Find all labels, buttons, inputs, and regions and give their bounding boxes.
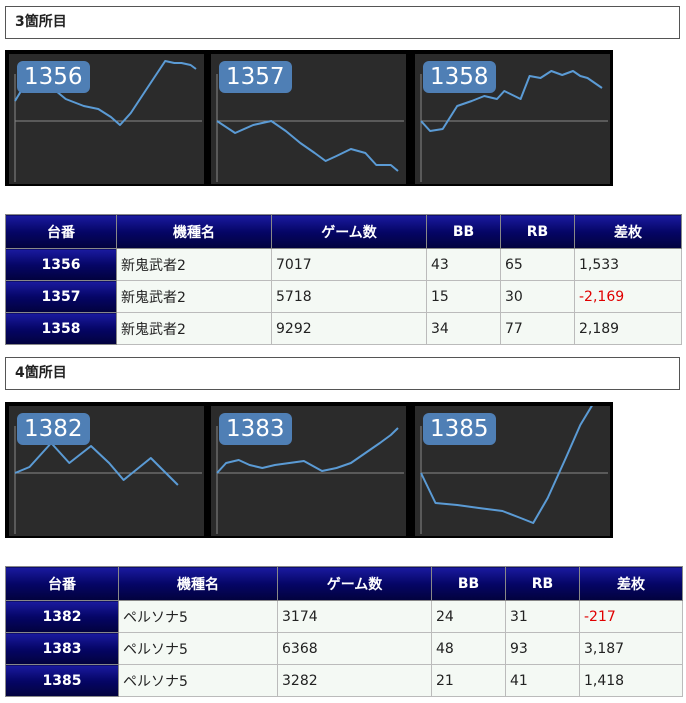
machine-no-cell: 1385 bbox=[5, 664, 119, 697]
model-cell: 新鬼武者2 bbox=[116, 248, 272, 281]
col-header-games: ゲーム数 bbox=[277, 566, 432, 601]
slump-graph bbox=[216, 426, 404, 534]
model-cell: ペルソナ5 bbox=[118, 664, 278, 697]
model-cell: ペルソナ5 bbox=[118, 600, 278, 633]
section-title-3: 3箇所目 bbox=[5, 6, 680, 39]
table-row: 1385 ペルソナ5 3282 21 41 1,418 bbox=[5, 664, 683, 697]
machine-no-cell: 1356 bbox=[5, 248, 117, 281]
table-row: 1356 新鬼武者2 7017 43 65 1,533 bbox=[5, 248, 682, 281]
slot-chart-1382[interactable]: 1382 bbox=[9, 406, 204, 536]
series-line bbox=[420, 70, 603, 132]
series-line bbox=[216, 427, 399, 474]
series-line bbox=[216, 120, 399, 172]
model-cell: ペルソナ5 bbox=[118, 632, 278, 665]
machine-number-badge: 1358 bbox=[423, 61, 496, 93]
games-cell: 9292 bbox=[271, 312, 427, 345]
bb-cell: 24 bbox=[431, 600, 506, 633]
machine-number-badge: 1383 bbox=[219, 413, 292, 445]
table-row: 1357 新鬼武者2 5718 15 30 -2,169 bbox=[5, 280, 682, 313]
model-cell: 新鬼武者2 bbox=[116, 312, 272, 345]
bb-cell: 21 bbox=[431, 664, 506, 697]
section-title-4: 4箇所目 bbox=[5, 357, 680, 390]
chart-strip-3: 1356 1357 1358 bbox=[5, 50, 613, 186]
slot-chart-1357[interactable]: 1357 bbox=[211, 54, 406, 184]
col-header-bb: BB bbox=[431, 566, 506, 601]
games-cell: 3282 bbox=[277, 664, 432, 697]
slot-chart-1385[interactable]: 1385 bbox=[415, 406, 610, 536]
rb-cell: 41 bbox=[505, 664, 580, 697]
bb-cell: 43 bbox=[426, 248, 501, 281]
col-header-machine-no: 台番 bbox=[5, 214, 117, 249]
slump-graph bbox=[420, 70, 608, 182]
games-cell: 6368 bbox=[277, 632, 432, 665]
chart-strip-4: 1382 1383 1385 bbox=[5, 402, 613, 538]
model-cell: 新鬼武者2 bbox=[116, 280, 272, 313]
bb-cell: 15 bbox=[426, 280, 501, 313]
games-cell: 5718 bbox=[271, 280, 427, 313]
diff-cell: 2,189 bbox=[574, 312, 682, 345]
bb-cell: 34 bbox=[426, 312, 501, 345]
machine-no-cell: 1383 bbox=[5, 632, 119, 665]
games-cell: 7017 bbox=[271, 248, 427, 281]
col-header-rb: RB bbox=[505, 566, 580, 601]
table-header-row: 台番 機種名 ゲーム数 BB RB 差枚 bbox=[5, 214, 682, 249]
slump-graph bbox=[216, 74, 404, 182]
diff-cell: -217 bbox=[579, 600, 683, 633]
data-table-3: 台番 機種名 ゲーム数 BB RB 差枚 1356 新鬼武者2 7017 43 … bbox=[5, 214, 682, 345]
data-table-4: 台番 機種名 ゲーム数 BB RB 差枚 1382 ペルソナ5 3174 24 … bbox=[5, 566, 683, 697]
col-header-rb: RB bbox=[500, 214, 575, 249]
col-header-machine-no: 台番 bbox=[5, 566, 119, 601]
series-line bbox=[14, 442, 179, 486]
machine-no-cell: 1357 bbox=[5, 280, 117, 313]
machine-number-badge: 1382 bbox=[17, 413, 90, 445]
table-row: 1383 ペルソナ5 6368 48 93 3,187 bbox=[5, 632, 683, 665]
col-header-diff: 差枚 bbox=[574, 214, 682, 249]
machine-no-cell: 1358 bbox=[5, 312, 117, 345]
machine-number-badge: 1356 bbox=[17, 61, 90, 93]
slot-chart-1358[interactable]: 1358 bbox=[415, 54, 610, 184]
diff-cell: 1,418 bbox=[579, 664, 683, 697]
slump-graph bbox=[420, 406, 608, 534]
rb-cell: 77 bbox=[500, 312, 575, 345]
table-header-row: 台番 機種名 ゲーム数 BB RB 差枚 bbox=[5, 566, 683, 601]
series-line bbox=[420, 406, 593, 524]
slot-chart-1383[interactable]: 1383 bbox=[211, 406, 406, 536]
table-row: 1358 新鬼武者2 9292 34 77 2,189 bbox=[5, 312, 682, 345]
slump-graph bbox=[14, 426, 202, 534]
machine-number-badge: 1385 bbox=[423, 413, 496, 445]
col-header-bb: BB bbox=[426, 214, 501, 249]
rb-cell: 65 bbox=[500, 248, 575, 281]
rb-cell: 93 bbox=[505, 632, 580, 665]
machine-no-cell: 1382 bbox=[5, 600, 119, 633]
bb-cell: 48 bbox=[431, 632, 506, 665]
diff-cell: 3,187 bbox=[579, 632, 683, 665]
diff-cell: -2,169 bbox=[574, 280, 682, 313]
col-header-model: 機種名 bbox=[116, 214, 272, 249]
slot-chart-1356[interactable]: 1356 bbox=[9, 54, 204, 184]
diff-cell: 1,533 bbox=[574, 248, 682, 281]
col-header-games: ゲーム数 bbox=[271, 214, 427, 249]
col-header-model: 機種名 bbox=[118, 566, 278, 601]
games-cell: 3174 bbox=[277, 600, 432, 633]
col-header-diff: 差枚 bbox=[579, 566, 683, 601]
table-row: 1382 ペルソナ5 3174 24 31 -217 bbox=[5, 600, 683, 633]
rb-cell: 30 bbox=[500, 280, 575, 313]
rb-cell: 31 bbox=[505, 600, 580, 633]
machine-number-badge: 1357 bbox=[219, 61, 292, 93]
